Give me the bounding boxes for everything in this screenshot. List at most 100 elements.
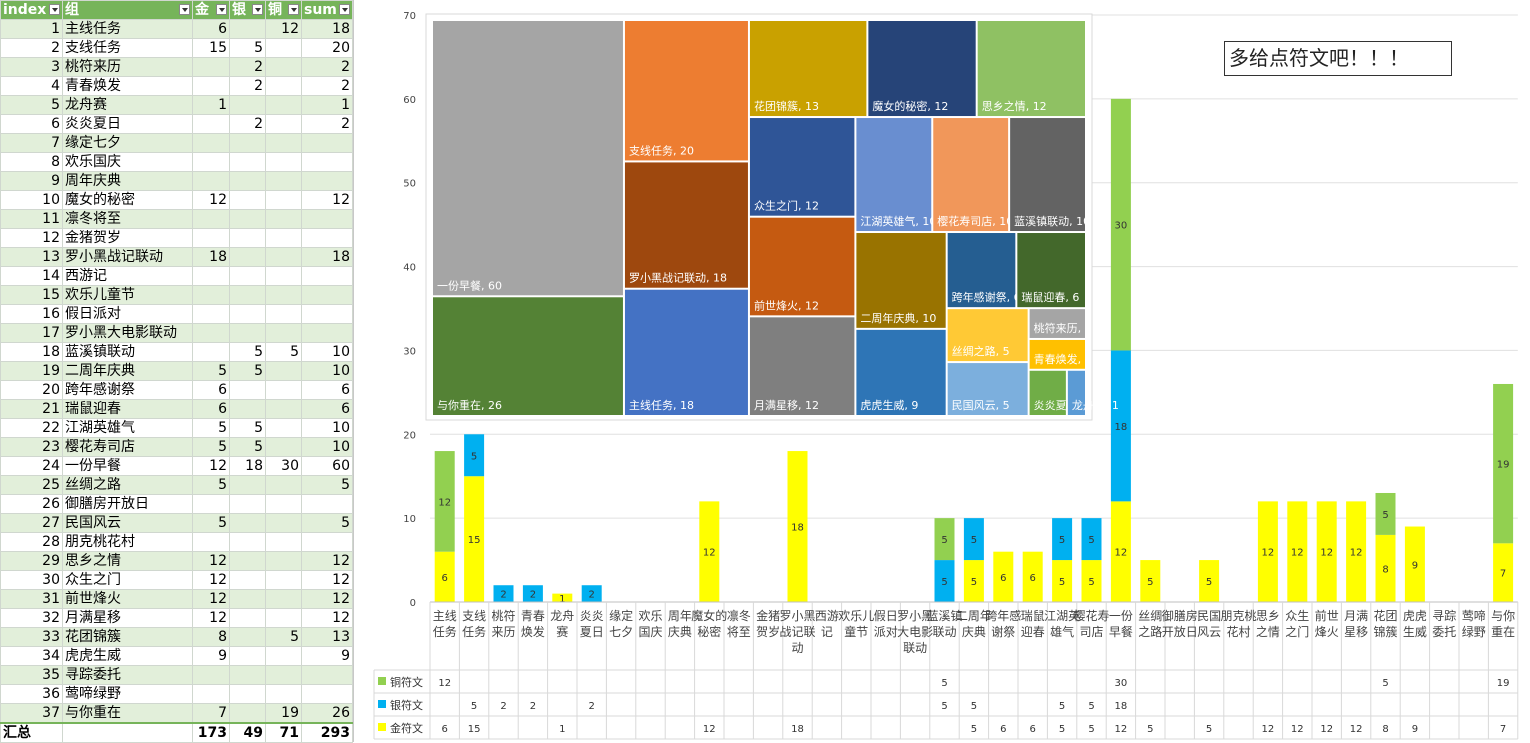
cell-group[interactable]: 花团锦簇 (62, 627, 193, 647)
cell-copper[interactable] (265, 399, 302, 419)
cell-index[interactable]: 26 (0, 494, 63, 514)
cell-group[interactable]: 魔女的秘密 (62, 190, 193, 210)
cell-gold[interactable]: 7 (192, 703, 230, 724)
cell-index[interactable]: 7 (0, 133, 63, 153)
cell-index[interactable]: 13 (0, 247, 63, 267)
cell-sum[interactable]: 6 (301, 399, 353, 419)
cell-index[interactable]: 1 (0, 19, 63, 39)
cell-group[interactable]: 瑞鼠迎春 (62, 399, 193, 419)
cell-gold[interactable]: 8 (192, 627, 230, 647)
cell-index[interactable]: 2 (0, 38, 63, 58)
cell-silver[interactable] (229, 152, 266, 172)
cell-group[interactable]: 思乡之情 (62, 551, 193, 571)
callout-textbox[interactable]: 多给点符文吧！！！ (1224, 41, 1452, 76)
cell-gold[interactable] (192, 114, 230, 134)
cell-index[interactable]: 25 (0, 475, 63, 495)
cell-gold[interactable] (192, 266, 230, 286)
cell-sum[interactable]: 10 (301, 361, 353, 381)
cell-index[interactable]: 33 (0, 627, 63, 647)
cell-group[interactable]: 凛冬将至 (62, 209, 193, 229)
cell-silver[interactable]: 5 (229, 342, 266, 362)
cell-sum[interactable]: 60 (301, 456, 353, 476)
cell-silver[interactable] (229, 133, 266, 153)
cell-gold[interactable] (192, 665, 230, 685)
cell-group[interactable]: 虎虎生威 (62, 646, 193, 666)
cell-gold[interactable] (192, 494, 230, 514)
cell-index[interactable]: 14 (0, 266, 63, 286)
cell-sum[interactable]: 18 (301, 247, 353, 267)
cell-gold[interactable] (192, 684, 230, 704)
cell-group[interactable]: 莺啼绿野 (62, 684, 193, 704)
cell-silver[interactable] (229, 209, 266, 229)
cell-group[interactable]: 罗小黑大电影联动 (62, 323, 193, 343)
cell-sum[interactable] (301, 285, 353, 305)
cell-sum[interactable]: 12 (301, 190, 353, 210)
cell-sum[interactable]: 2 (301, 76, 353, 96)
cell-total[interactable] (62, 722, 193, 743)
cell-copper[interactable] (265, 437, 302, 457)
cell-silver[interactable] (229, 19, 266, 39)
cell-index[interactable]: 28 (0, 532, 63, 552)
cell-sum[interactable]: 5 (301, 513, 353, 533)
cell-copper[interactable] (265, 152, 302, 172)
cell-sum[interactable] (301, 684, 353, 704)
cell-gold[interactable] (192, 76, 230, 96)
cell-group[interactable]: 众生之门 (62, 570, 193, 590)
cell-group[interactable]: 朋克桃花村 (62, 532, 193, 552)
cell-silver[interactable]: 2 (229, 76, 266, 96)
cell-sum[interactable]: 2 (301, 57, 353, 77)
cell-sum[interactable] (301, 323, 353, 343)
cell-group[interactable]: 缘定七夕 (62, 133, 193, 153)
filter-dropdown-icon[interactable] (179, 4, 190, 15)
cell-gold[interactable]: 12 (192, 190, 230, 210)
cell-sum[interactable]: 12 (301, 589, 353, 609)
cell-sum[interactable] (301, 665, 353, 685)
cell-index[interactable]: 32 (0, 608, 63, 628)
cell-index[interactable]: 20 (0, 380, 63, 400)
cell-group[interactable]: 主线任务 (62, 19, 193, 39)
cell-index[interactable]: 36 (0, 684, 63, 704)
cell-copper[interactable] (265, 209, 302, 229)
cell-index[interactable]: 30 (0, 570, 63, 590)
filter-dropdown-icon[interactable] (252, 4, 263, 15)
cell-index[interactable]: 10 (0, 190, 63, 210)
cell-silver[interactable] (229, 665, 266, 685)
cell-silver[interactable] (229, 589, 266, 609)
cell-sum[interactable]: 10 (301, 342, 353, 362)
cell-silver[interactable] (229, 323, 266, 343)
cell-silver[interactable]: 18 (229, 456, 266, 476)
cell-index[interactable]: 18 (0, 342, 63, 362)
cell-group[interactable]: 青春焕发 (62, 76, 193, 96)
cell-copper[interactable] (265, 684, 302, 704)
cell-silver[interactable] (229, 608, 266, 628)
cell-copper[interactable] (265, 304, 302, 324)
cell-gold[interactable]: 1 (192, 95, 230, 115)
cell-sum[interactable]: 18 (301, 19, 353, 39)
cell-gold[interactable]: 18 (192, 247, 230, 267)
cell-silver[interactable] (229, 494, 266, 514)
cell-group[interactable]: 与你重在 (62, 703, 193, 724)
cell-sum[interactable]: 1 (301, 95, 353, 115)
cell-index[interactable]: 12 (0, 228, 63, 248)
cell-copper[interactable] (265, 190, 302, 210)
cell-copper[interactable] (265, 133, 302, 153)
cell-total[interactable]: 汇总 (0, 722, 63, 743)
cell-gold[interactable]: 6 (192, 399, 230, 419)
cell-copper[interactable] (265, 76, 302, 96)
cell-gold[interactable]: 12 (192, 608, 230, 628)
cell-group[interactable]: 月满星移 (62, 608, 193, 628)
cell-gold[interactable] (192, 323, 230, 343)
cell-copper[interactable]: 5 (265, 342, 302, 362)
cell-gold[interactable] (192, 133, 230, 153)
cell-gold[interactable]: 5 (192, 437, 230, 457)
cell-sum[interactable]: 12 (301, 551, 353, 571)
cell-silver[interactable] (229, 684, 266, 704)
cell-group[interactable]: 寻踪委托 (62, 665, 193, 685)
cell-gold[interactable]: 5 (192, 513, 230, 533)
cell-copper[interactable] (265, 285, 302, 305)
cell-silver[interactable] (229, 551, 266, 571)
cell-total[interactable]: 49 (229, 722, 266, 743)
cell-group[interactable]: 樱花寿司店 (62, 437, 193, 457)
cell-copper[interactable] (265, 665, 302, 685)
cell-sum[interactable]: 13 (301, 627, 353, 647)
